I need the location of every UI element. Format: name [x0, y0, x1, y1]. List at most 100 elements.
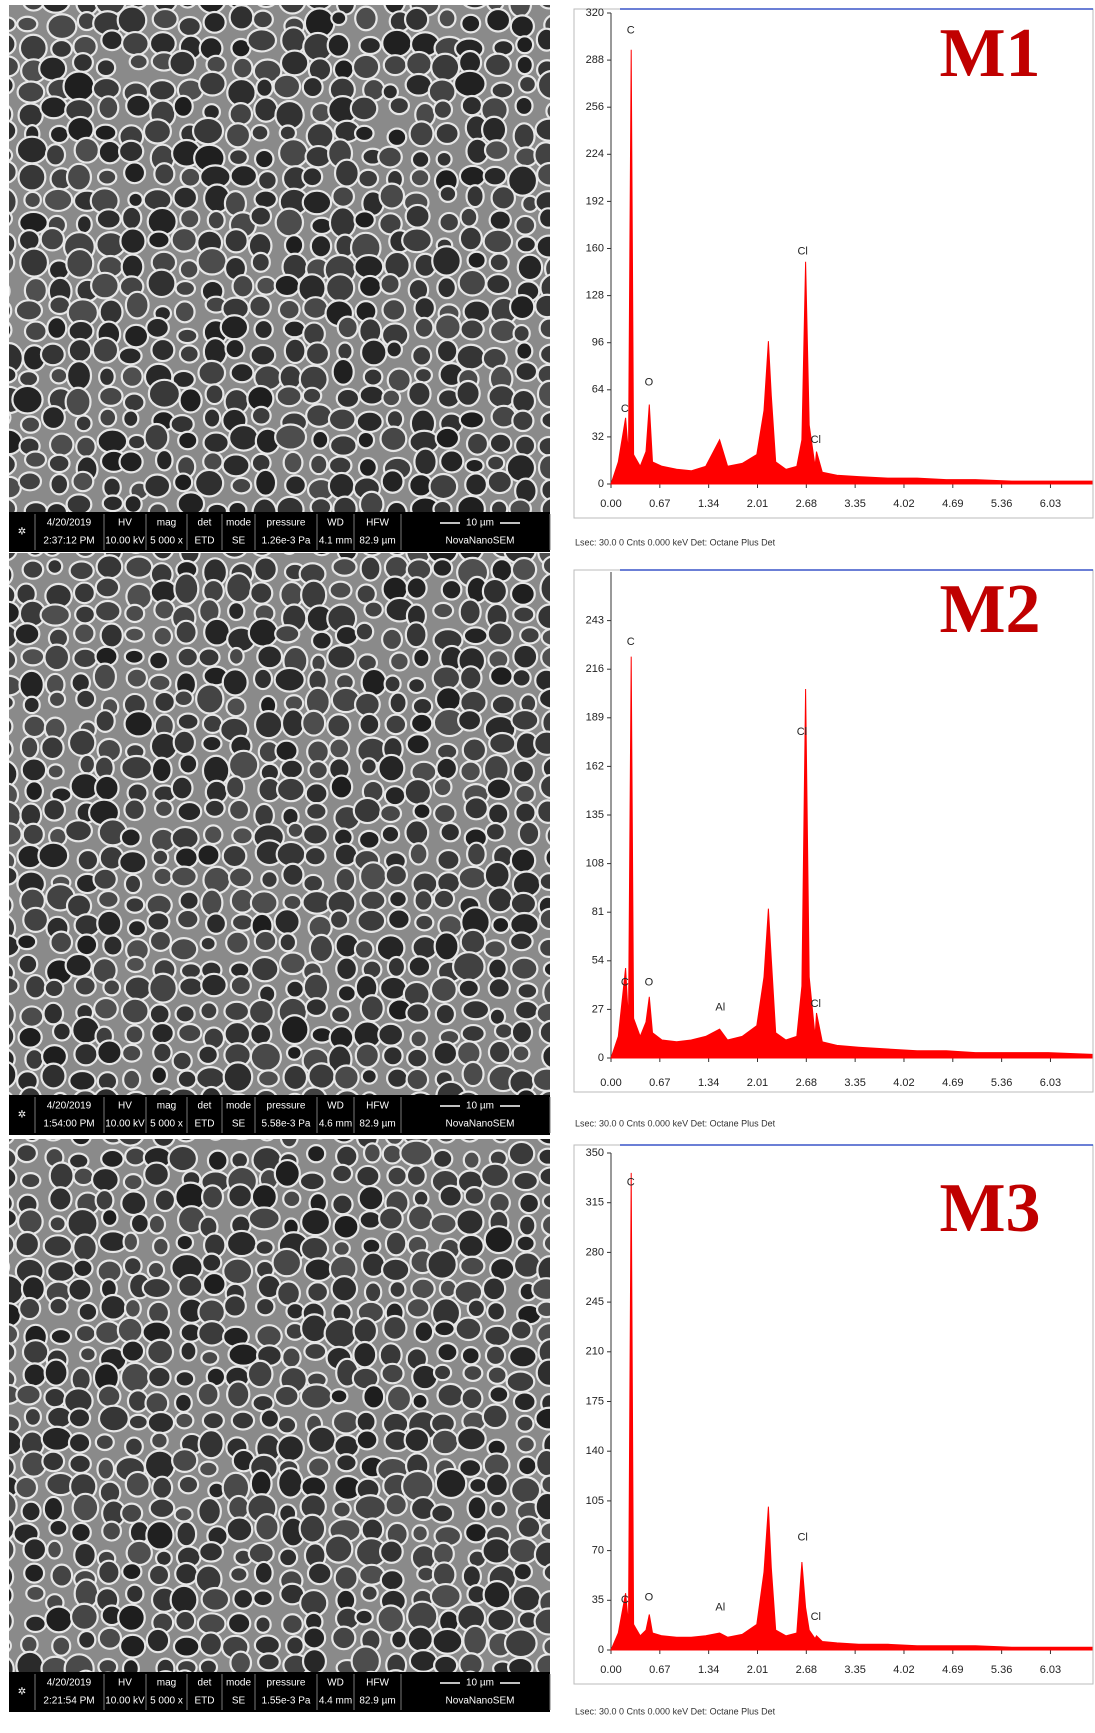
pore — [352, 796, 383, 825]
field-value: SE — [232, 536, 246, 547]
pore — [9, 16, 17, 33]
pore — [489, 499, 509, 512]
pore — [9, 1369, 17, 1390]
peak-label: C — [627, 636, 635, 648]
pore — [39, 603, 71, 627]
pore — [200, 1349, 220, 1366]
pore — [198, 1541, 225, 1563]
pore — [274, 739, 299, 763]
pore — [201, 734, 223, 753]
pore — [358, 861, 388, 892]
date: 4/20/2019 — [47, 1678, 92, 1689]
pore — [410, 1277, 436, 1301]
pore — [127, 1413, 149, 1431]
pore — [301, 386, 323, 405]
pore — [228, 102, 254, 127]
pore — [122, 409, 140, 429]
pore — [9, 1565, 15, 1588]
pore — [406, 1047, 429, 1069]
field-label: mag — [157, 518, 176, 529]
pore — [23, 1406, 43, 1427]
pore — [176, 491, 206, 512]
pore — [77, 1629, 97, 1650]
pore — [169, 1087, 198, 1095]
pore — [175, 1233, 195, 1252]
pore — [172, 1635, 201, 1658]
pore — [511, 1584, 542, 1613]
pore — [97, 1657, 119, 1672]
pore — [390, 1629, 408, 1650]
pore — [9, 410, 12, 425]
pore — [202, 824, 224, 846]
pore — [307, 1062, 336, 1090]
pore — [383, 785, 407, 807]
pore — [533, 1540, 550, 1569]
date: 4/20/2019 — [47, 518, 92, 529]
pore — [274, 207, 305, 238]
pore — [49, 366, 69, 385]
pore — [534, 1406, 550, 1431]
pore — [202, 865, 232, 895]
pore — [365, 1670, 377, 1672]
pore — [463, 5, 487, 10]
pore — [434, 1467, 468, 1500]
pore — [18, 33, 48, 63]
pore — [198, 1631, 224, 1657]
pore — [330, 1275, 359, 1303]
pore — [178, 387, 203, 414]
pore — [119, 827, 142, 848]
pore — [50, 1563, 74, 1588]
y-tick-label: 210 — [586, 1346, 604, 1358]
pore — [9, 475, 22, 500]
pore — [224, 122, 252, 149]
pore — [436, 276, 457, 300]
pore — [96, 1457, 116, 1481]
pore — [19, 247, 50, 278]
pore — [433, 1320, 456, 1338]
pore — [22, 1537, 48, 1562]
x-tick-label: 6.03 — [1040, 1664, 1061, 1676]
peak-label: O — [645, 376, 654, 388]
pore — [9, 1657, 15, 1672]
field-value: ETD — [195, 536, 215, 547]
pore — [169, 414, 195, 435]
y-tick-label: 54 — [592, 955, 604, 967]
pore — [487, 384, 516, 409]
pore — [176, 712, 200, 731]
pore — [464, 1521, 488, 1544]
pore — [459, 318, 485, 341]
pore — [200, 1085, 223, 1095]
pore — [462, 1364, 484, 1383]
pore — [177, 1022, 203, 1044]
pore — [175, 1658, 198, 1672]
pore — [9, 915, 17, 941]
pore — [506, 1656, 534, 1672]
pore — [254, 1296, 276, 1317]
pore — [481, 1403, 509, 1430]
y-tick-label: 245 — [586, 1296, 604, 1308]
pore — [123, 1297, 142, 1319]
pore — [151, 848, 170, 867]
pore — [355, 1410, 377, 1433]
pore — [457, 865, 488, 890]
x-tick-label: 4.69 — [942, 1077, 963, 1089]
pore — [146, 1410, 176, 1435]
pore — [540, 1214, 550, 1237]
pore — [221, 668, 249, 697]
pore — [173, 1506, 194, 1523]
pore — [42, 187, 74, 213]
pore — [9, 1491, 18, 1520]
pore — [72, 1166, 95, 1187]
pore — [206, 1149, 229, 1172]
pore — [9, 865, 19, 886]
pore — [326, 644, 357, 670]
pore — [46, 1539, 63, 1560]
pore — [249, 581, 274, 605]
pore — [533, 1607, 550, 1636]
pore — [430, 1428, 460, 1456]
pore — [510, 708, 540, 732]
pore — [510, 556, 538, 583]
pore — [125, 93, 152, 118]
pore — [102, 1139, 124, 1145]
